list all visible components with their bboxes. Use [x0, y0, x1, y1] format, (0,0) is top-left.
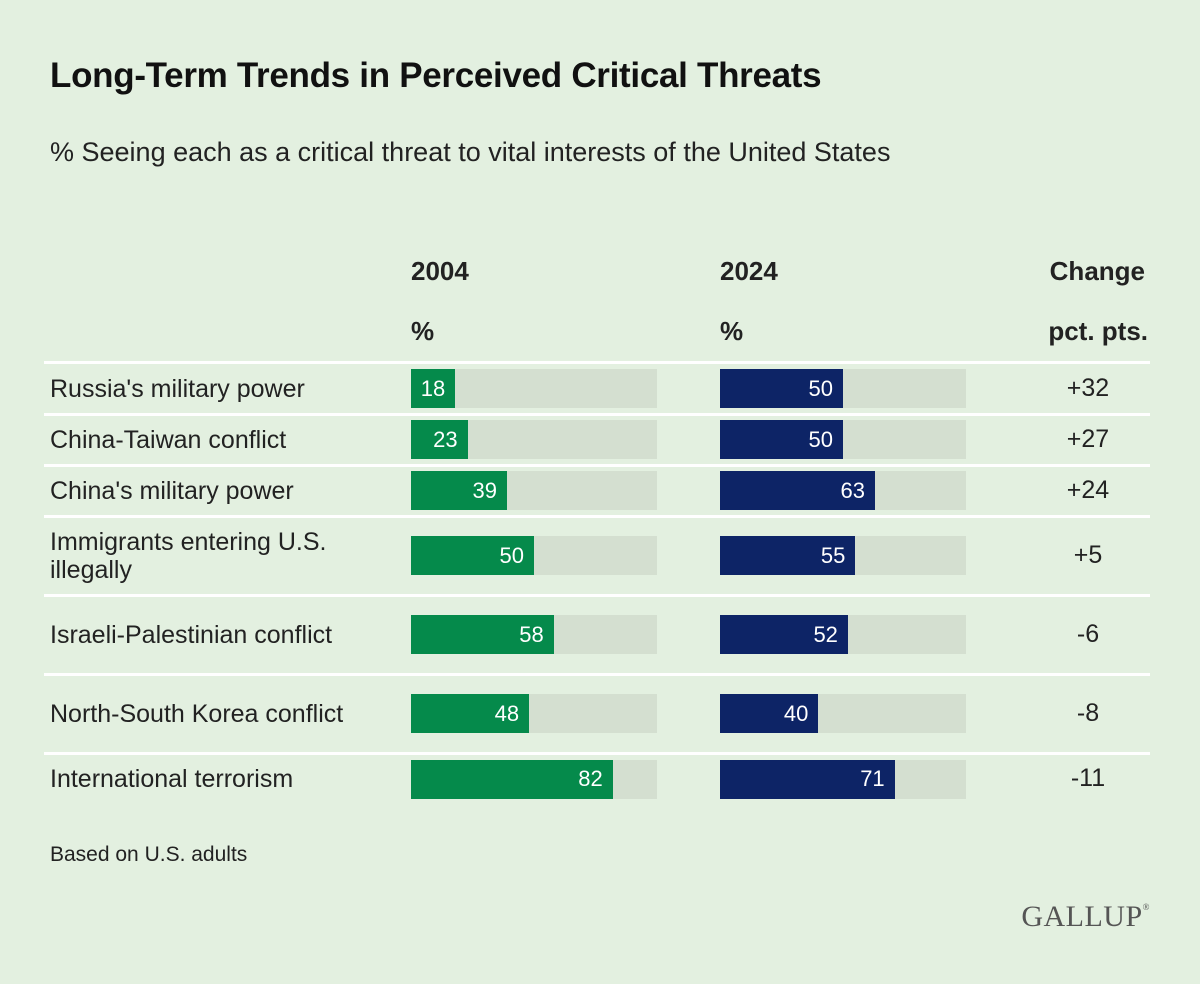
- bar-track-2004: 39: [411, 471, 657, 510]
- row-label: China's military power: [50, 476, 294, 505]
- change-value: -8: [1076, 698, 1100, 727]
- chart-title: Long-Term Trends in Perceived Critical T…: [50, 56, 822, 95]
- bar-track-2004: 58: [411, 615, 657, 654]
- bar-2024: [720, 471, 875, 510]
- bar-track-2004: 23: [411, 420, 657, 459]
- bar-value-label: 50: [808, 426, 833, 452]
- bar-value-label: 58: [519, 621, 544, 647]
- bar-value-label: 50: [499, 542, 524, 568]
- bar-track-2004: 82: [411, 759, 657, 799]
- row-label: Russia's military power: [50, 374, 305, 403]
- row-divider: [44, 361, 1150, 364]
- bar-track-2004: 48: [411, 694, 657, 733]
- row-label: International terrorism: [50, 765, 294, 793]
- bar-track-2004: 18: [411, 369, 657, 408]
- bar-track-2024: 63: [720, 471, 966, 510]
- column-header-change: Change: [1049, 256, 1145, 286]
- bar-value-label: 71: [860, 766, 885, 791]
- change-value: -6: [1076, 619, 1100, 648]
- source-note: Based on U.S. adults: [50, 843, 248, 866]
- bar-2024: [720, 536, 856, 575]
- change-value: +32: [1066, 373, 1110, 402]
- row-divider: [44, 594, 1150, 597]
- row-label: North-South Korea conflict: [50, 699, 344, 728]
- bar-value-label: 18: [420, 375, 446, 401]
- row-divider: [44, 413, 1150, 416]
- bar-track-2024: 50: [720, 369, 966, 408]
- bar-value-label: 39: [472, 477, 497, 503]
- row-divider: [44, 515, 1150, 518]
- bar-value-label: 63: [840, 477, 865, 503]
- row-label: Israeli-Palestinian conflict: [50, 620, 333, 649]
- bar-value-label: 50: [808, 375, 833, 401]
- bar-2004: [411, 536, 534, 575]
- column-header-2004: 2004: [411, 256, 469, 286]
- bar-value-label: 48: [494, 700, 520, 726]
- bar-2004: [411, 694, 530, 733]
- bar-track-2024: 71: [720, 759, 966, 799]
- bar-value-label: 82: [578, 766, 603, 791]
- bar-2024: [720, 369, 843, 408]
- column-header-2024: 2024: [720, 256, 778, 286]
- bar-track-2024: 40: [720, 694, 966, 733]
- bar-value-label: 55: [820, 542, 846, 568]
- change-value: +27: [1066, 424, 1110, 453]
- bar-2024: [720, 615, 848, 654]
- change-value: -11: [1070, 764, 1106, 792]
- bar-2004: [411, 615, 554, 654]
- gallup-logo: GALLUP®: [1021, 900, 1150, 933]
- bar-2004: [411, 471, 507, 510]
- row-label: China-Taiwan conflict: [50, 425, 287, 454]
- change-value: +5: [1073, 540, 1103, 569]
- bar-value-label: 52: [813, 621, 838, 647]
- change-value: +24: [1066, 475, 1110, 504]
- bar-2024: [720, 420, 843, 459]
- column-unit-change: pct. pts.: [1048, 316, 1148, 346]
- bar-value-label: 23: [433, 426, 458, 452]
- bar-2004: [411, 369, 456, 408]
- bar-track-2024: 55: [720, 536, 966, 575]
- logo-text: GALLUP: [1021, 900, 1143, 933]
- bar-2004: [411, 759, 613, 799]
- row-divider: [44, 464, 1150, 467]
- row-label: Immigrants entering U.S. illegally: [50, 527, 327, 584]
- chart-subtitle: % Seeing each as a critical threat to vi…: [50, 137, 891, 167]
- row-divider: [44, 752, 1150, 755]
- bar-value-label: 40: [783, 700, 809, 726]
- row-divider: [44, 673, 1150, 676]
- bar-2024: [720, 694, 819, 733]
- bar-2004: [411, 420, 468, 459]
- bar-2024: [720, 759, 895, 799]
- column-unit-2004: %: [411, 316, 435, 346]
- bar-track-2024: 52: [720, 615, 966, 654]
- bar-track-2004: 50: [411, 536, 657, 575]
- bar-track-2024: 50: [720, 420, 966, 459]
- column-unit-2024: %: [720, 316, 744, 346]
